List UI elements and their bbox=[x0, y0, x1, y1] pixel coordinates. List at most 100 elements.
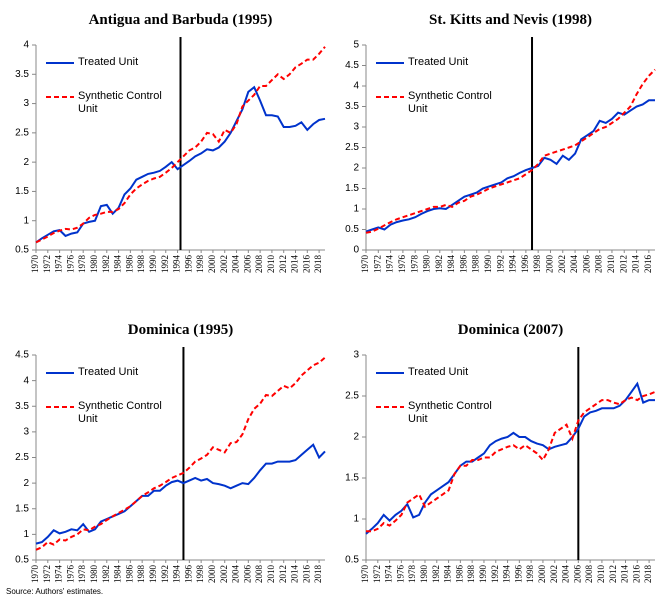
x-tick-label: 1988 bbox=[136, 565, 146, 584]
x-tick-label: 2012 bbox=[278, 255, 288, 273]
x-tick-label: 1978 bbox=[77, 565, 87, 584]
x-tick-label: 1994 bbox=[172, 255, 182, 274]
legend-entry: Synthetic Control Unit bbox=[408, 400, 492, 425]
x-tick-label: 2008 bbox=[254, 255, 264, 274]
x-tick-label: 1996 bbox=[183, 565, 193, 584]
series-line bbox=[35, 443, 326, 545]
y-tick-label: 1.5 bbox=[15, 186, 29, 197]
legend-entry: Synthetic Control Unit bbox=[408, 90, 492, 115]
x-tick-label: 1970 bbox=[30, 565, 40, 584]
y-tick-label: 2 bbox=[353, 163, 359, 174]
x-tick-label: 2004 bbox=[231, 565, 241, 584]
y-tick-label: 1 bbox=[23, 529, 29, 540]
y-tick-label: 4 bbox=[23, 375, 29, 386]
legend-label: Treated Unit bbox=[408, 56, 469, 68]
x-tick-label: 1976 bbox=[65, 255, 75, 274]
series-line bbox=[365, 68, 656, 234]
x-tick-label: 2006 bbox=[242, 565, 252, 584]
x-tick-label: 1990 bbox=[148, 565, 158, 584]
x-tick-label: 1980 bbox=[419, 565, 429, 584]
x-tick-label: 2018 bbox=[313, 255, 323, 274]
x-tick-label: 2014 bbox=[290, 255, 300, 274]
x-tick-label: 1988 bbox=[136, 255, 146, 274]
y-tick-label: 4 bbox=[353, 81, 359, 92]
x-tick-label: 1974 bbox=[54, 255, 64, 274]
y-tick-label: 1 bbox=[23, 215, 29, 226]
x-tick-label: 1984 bbox=[113, 255, 123, 274]
x-tick-label: 1986 bbox=[124, 255, 134, 274]
x-tick-label: 1974 bbox=[385, 255, 395, 274]
x-tick-label: 1998 bbox=[525, 565, 535, 584]
x-tick-label: 2002 bbox=[219, 255, 229, 273]
y-tick-label: 5 bbox=[353, 40, 359, 51]
x-tick-label: 1976 bbox=[397, 255, 407, 274]
x-tick-label: 2000 bbox=[537, 565, 547, 584]
x-tick-label: 1980 bbox=[422, 255, 432, 274]
y-tick-label: 2.5 bbox=[15, 452, 29, 463]
chart-title: Dominica (2007) bbox=[458, 322, 563, 338]
legend-entry: Synthetic Control Unit bbox=[78, 400, 162, 425]
x-tick-label: 1970 bbox=[360, 565, 370, 584]
x-tick-label: 2006 bbox=[242, 255, 252, 274]
x-tick-label: 2004 bbox=[231, 255, 241, 274]
legend-entry: Synthetic Control Unit bbox=[78, 90, 162, 115]
x-tick-label: 1994 bbox=[508, 255, 518, 274]
x-tick-label: 1996 bbox=[520, 255, 530, 274]
x-tick-label: 1982 bbox=[101, 255, 111, 273]
x-tick-label: 1994 bbox=[502, 565, 512, 584]
x-tick-label: 2016 bbox=[301, 565, 311, 584]
y-tick-label: 2 bbox=[23, 478, 29, 489]
x-tick-label: 1992 bbox=[495, 255, 505, 273]
x-tick-label: 2002 bbox=[219, 565, 229, 583]
x-tick-label: 1986 bbox=[454, 565, 464, 584]
legend-label: Treated Unit bbox=[408, 366, 469, 378]
y-tick-label: 1.5 bbox=[345, 183, 359, 194]
x-tick-label: 1992 bbox=[490, 565, 500, 583]
x-tick-label: 1996 bbox=[513, 565, 523, 584]
y-tick-label: 4.5 bbox=[345, 60, 359, 71]
x-tick-label: 1998 bbox=[195, 255, 205, 274]
x-tick-label: 2010 bbox=[606, 255, 616, 274]
x-tick-label: 1980 bbox=[89, 565, 99, 584]
series-line bbox=[35, 356, 326, 551]
x-tick-label: 1990 bbox=[483, 255, 493, 274]
y-tick-label: 0.5 bbox=[15, 245, 29, 256]
x-tick-label: 1994 bbox=[172, 565, 182, 584]
x-tick-label: 1984 bbox=[443, 565, 453, 584]
y-tick-label: 3 bbox=[23, 427, 29, 438]
x-tick-label: 1972 bbox=[42, 255, 52, 273]
legend-label: Synthetic Control Unit bbox=[408, 400, 492, 425]
x-tick-label: 2008 bbox=[584, 565, 594, 584]
chart-title: Dominica (1995) bbox=[128, 322, 233, 338]
x-tick-label: 2010 bbox=[596, 565, 606, 584]
x-tick-label: 1972 bbox=[372, 565, 382, 583]
y-tick-label: 1.5 bbox=[345, 473, 359, 484]
x-tick-label: 1988 bbox=[466, 565, 476, 584]
y-tick-label: 4 bbox=[23, 40, 29, 51]
y-tick-label: 0 bbox=[353, 245, 359, 256]
y-tick-label: 3 bbox=[353, 350, 359, 361]
y-tick-label: 2.5 bbox=[345, 142, 359, 153]
x-tick-label: 2000 bbox=[207, 565, 217, 584]
x-tick-label: 1998 bbox=[195, 565, 205, 584]
x-tick-label: 1978 bbox=[77, 255, 87, 274]
x-tick-label: 1988 bbox=[471, 255, 481, 274]
x-tick-label: 1976 bbox=[395, 565, 405, 584]
y-tick-label: 0.5 bbox=[345, 224, 359, 235]
x-tick-label: 2006 bbox=[572, 565, 582, 584]
x-tick-label: 2016 bbox=[301, 255, 311, 274]
x-tick-label: 1992 bbox=[160, 565, 170, 583]
legend-entry: Treated Unit bbox=[78, 366, 138, 378]
chart-title: St. Kitts and Nevis (1998) bbox=[429, 12, 592, 28]
x-tick-label: 1984 bbox=[113, 565, 123, 584]
x-tick-label: 1980 bbox=[89, 255, 99, 274]
x-tick-label: 2012 bbox=[608, 565, 618, 583]
x-tick-label: 2012 bbox=[618, 255, 628, 273]
y-tick-label: 1.5 bbox=[15, 503, 29, 514]
y-tick-label: 0.5 bbox=[345, 555, 359, 566]
y-tick-label: 2.5 bbox=[15, 127, 29, 138]
x-tick-label: 2010 bbox=[266, 255, 276, 274]
x-tick-label: 2004 bbox=[569, 255, 579, 274]
x-tick-label: 2016 bbox=[631, 565, 641, 584]
